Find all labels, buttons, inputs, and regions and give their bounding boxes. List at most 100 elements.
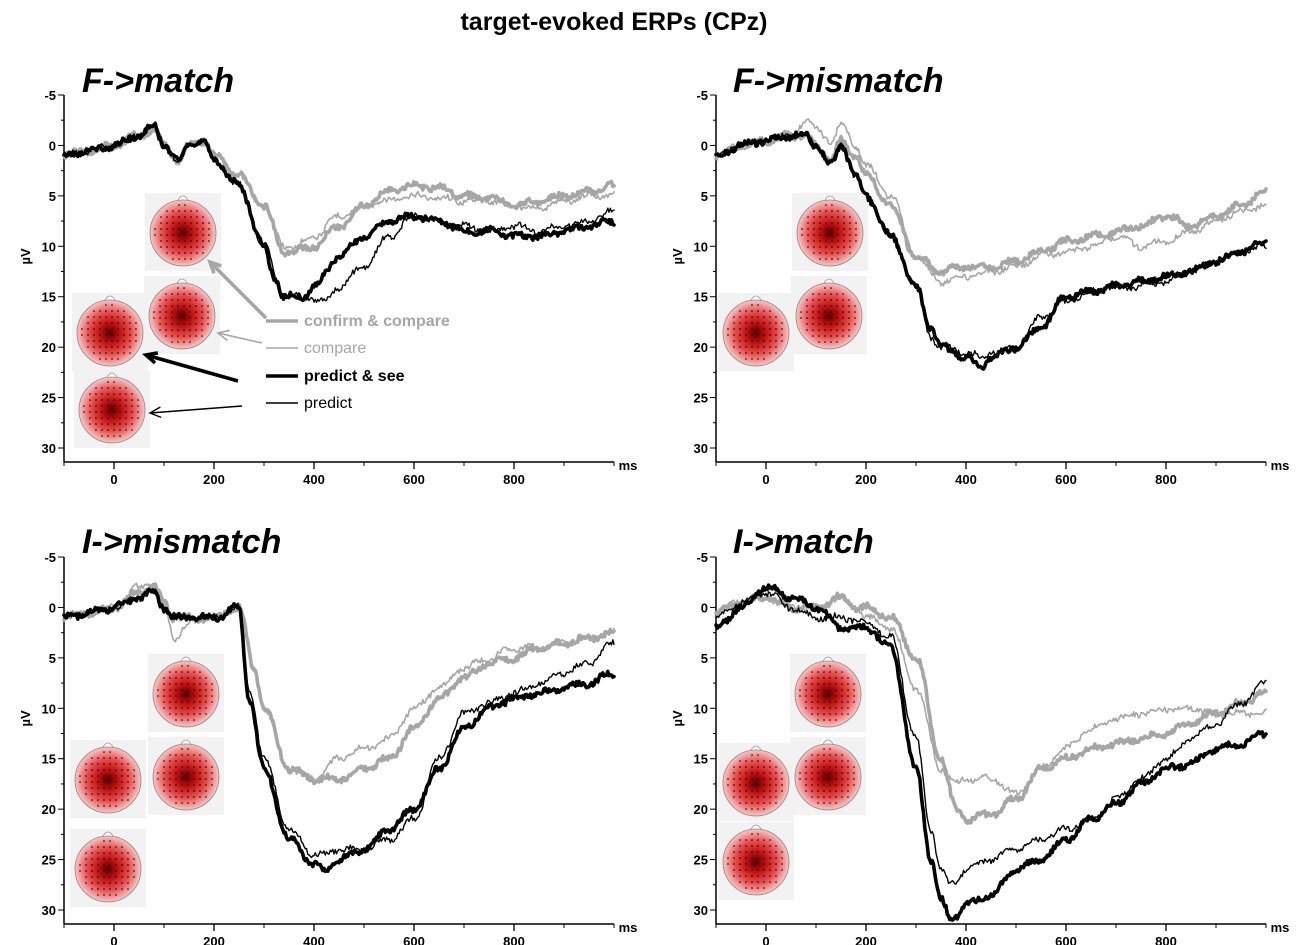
panel-i-match: I->match 0 200 400 600 800 ms -5 0 5 10 15 20 25 30 µV (670, 523, 1289, 945)
y-tick-label: 15 (42, 290, 56, 305)
legend-arrow-head (148, 406, 162, 419)
topo-map (70, 740, 146, 818)
x-tick-label: 200 (203, 934, 225, 945)
y-tick-label: 10 (694, 701, 708, 716)
panel-title: I->match (733, 523, 874, 561)
y-tick-label: 5 (49, 651, 56, 666)
y-tick-label: 5 (701, 651, 708, 666)
panel-title: F->mismatch (733, 62, 944, 100)
x-tick-label: 800 (1155, 472, 1177, 487)
x-axis-label: ms (619, 920, 638, 935)
panel-title: F->match (82, 62, 234, 100)
y-tick-label: -5 (44, 88, 56, 103)
x-tick-label: 600 (403, 934, 425, 945)
legend-arrow (149, 405, 243, 414)
y-tick-label: -5 (696, 550, 708, 565)
topo-map (145, 193, 221, 271)
topo-map (718, 743, 794, 821)
legend-arrow (145, 353, 239, 383)
legend-arrow (217, 332, 263, 344)
x-tick-label: 0 (762, 472, 769, 487)
y-tick-label: 5 (49, 189, 56, 204)
y-tick-label: 20 (694, 802, 708, 817)
legend-arrow (208, 260, 268, 320)
y-tick-label: 20 (694, 340, 708, 355)
topo-map (790, 737, 866, 815)
x-tick-label: 800 (503, 934, 525, 945)
series-line-predict-see (62, 587, 616, 873)
x-tick-label: 800 (1155, 934, 1177, 945)
topo-map (790, 654, 866, 732)
x-axis-label: ms (619, 458, 638, 473)
series-line-predict-see (714, 130, 1268, 371)
y-tick-label: 0 (701, 600, 708, 615)
panel-f-mismatch: F->mismatch 0 200 400 600 800 ms -5 0 5 10 15 20 25 30… (670, 62, 1289, 487)
topo-map (718, 822, 794, 900)
legend-label: predict (304, 395, 353, 412)
panel-title: I->mismatch (82, 523, 281, 561)
y-tick-label: 0 (701, 138, 708, 153)
y-tick-label: 5 (701, 189, 708, 204)
x-tick-label: 200 (203, 472, 225, 487)
x-tick-label: 200 (855, 934, 877, 945)
y-tick-label: 20 (42, 340, 56, 355)
topo-map (791, 276, 867, 354)
series-line-predict (715, 591, 1267, 885)
y-axis-label: µV (18, 710, 33, 726)
topo-map (74, 370, 150, 448)
legend-label: confirm & compare (304, 313, 450, 330)
x-tick-label: 600 (403, 472, 425, 487)
y-tick-label: 25 (42, 391, 56, 406)
y-axis-label: µV (670, 710, 685, 726)
panel-f-match: F->match 0 200 400 600 800 ms -5 0 5 10 15 20 25 30 µV c… (18, 62, 637, 487)
x-tick-label: 400 (955, 472, 977, 487)
topo-map (148, 654, 224, 732)
topo-map (144, 276, 220, 354)
legend-arrow-head (142, 351, 159, 365)
y-tick-label: 10 (42, 701, 56, 716)
y-tick-label: 30 (42, 441, 56, 456)
legend-arrow-head (207, 259, 222, 274)
x-tick-label: 400 (303, 472, 325, 487)
x-tick-label: 200 (855, 472, 877, 487)
x-tick-label: 0 (110, 934, 117, 945)
x-tick-label: 600 (1055, 472, 1077, 487)
y-tick-label: 10 (694, 239, 708, 254)
y-tick-label: 25 (42, 853, 56, 868)
x-tick-label: 400 (955, 934, 977, 945)
y-tick-label: 0 (49, 600, 56, 615)
y-tick-label: 25 (694, 853, 708, 868)
series-line-predict-see (714, 583, 1268, 922)
topo-map (718, 293, 794, 371)
legend-label: compare (304, 340, 366, 357)
x-tick-label: 800 (503, 472, 525, 487)
x-tick-label: 0 (762, 934, 769, 945)
x-axis-label: ms (1271, 920, 1290, 935)
y-axis-label: µV (18, 248, 33, 264)
topo-map (70, 829, 146, 907)
y-axis-label: µV (670, 248, 685, 264)
y-tick-label: -5 (44, 550, 56, 565)
y-tick-label: 15 (42, 752, 56, 767)
series-line-compare (63, 582, 615, 784)
figure-title: target-evoked ERPs (CPz) (460, 8, 767, 36)
y-tick-label: 15 (694, 290, 708, 305)
y-tick-label: -5 (696, 88, 708, 103)
y-tick-label: 30 (694, 441, 708, 456)
x-tick-label: 0 (110, 472, 117, 487)
topo-map (792, 193, 868, 271)
x-tick-label: 400 (303, 934, 325, 945)
legend-arrow-head (216, 329, 230, 342)
series-line-predict (63, 588, 615, 859)
x-axis-label: ms (1271, 458, 1290, 473)
legend: confirm & compare compare predict & see pre… (142, 259, 450, 419)
y-tick-label: 15 (694, 752, 708, 767)
legend-label: predict & see (304, 368, 405, 385)
series-line-confirm-compare (62, 582, 616, 786)
x-tick-label: 600 (1055, 934, 1077, 945)
y-tick-label: 0 (49, 138, 56, 153)
y-tick-label: 25 (694, 391, 708, 406)
y-tick-label: 20 (42, 802, 56, 817)
